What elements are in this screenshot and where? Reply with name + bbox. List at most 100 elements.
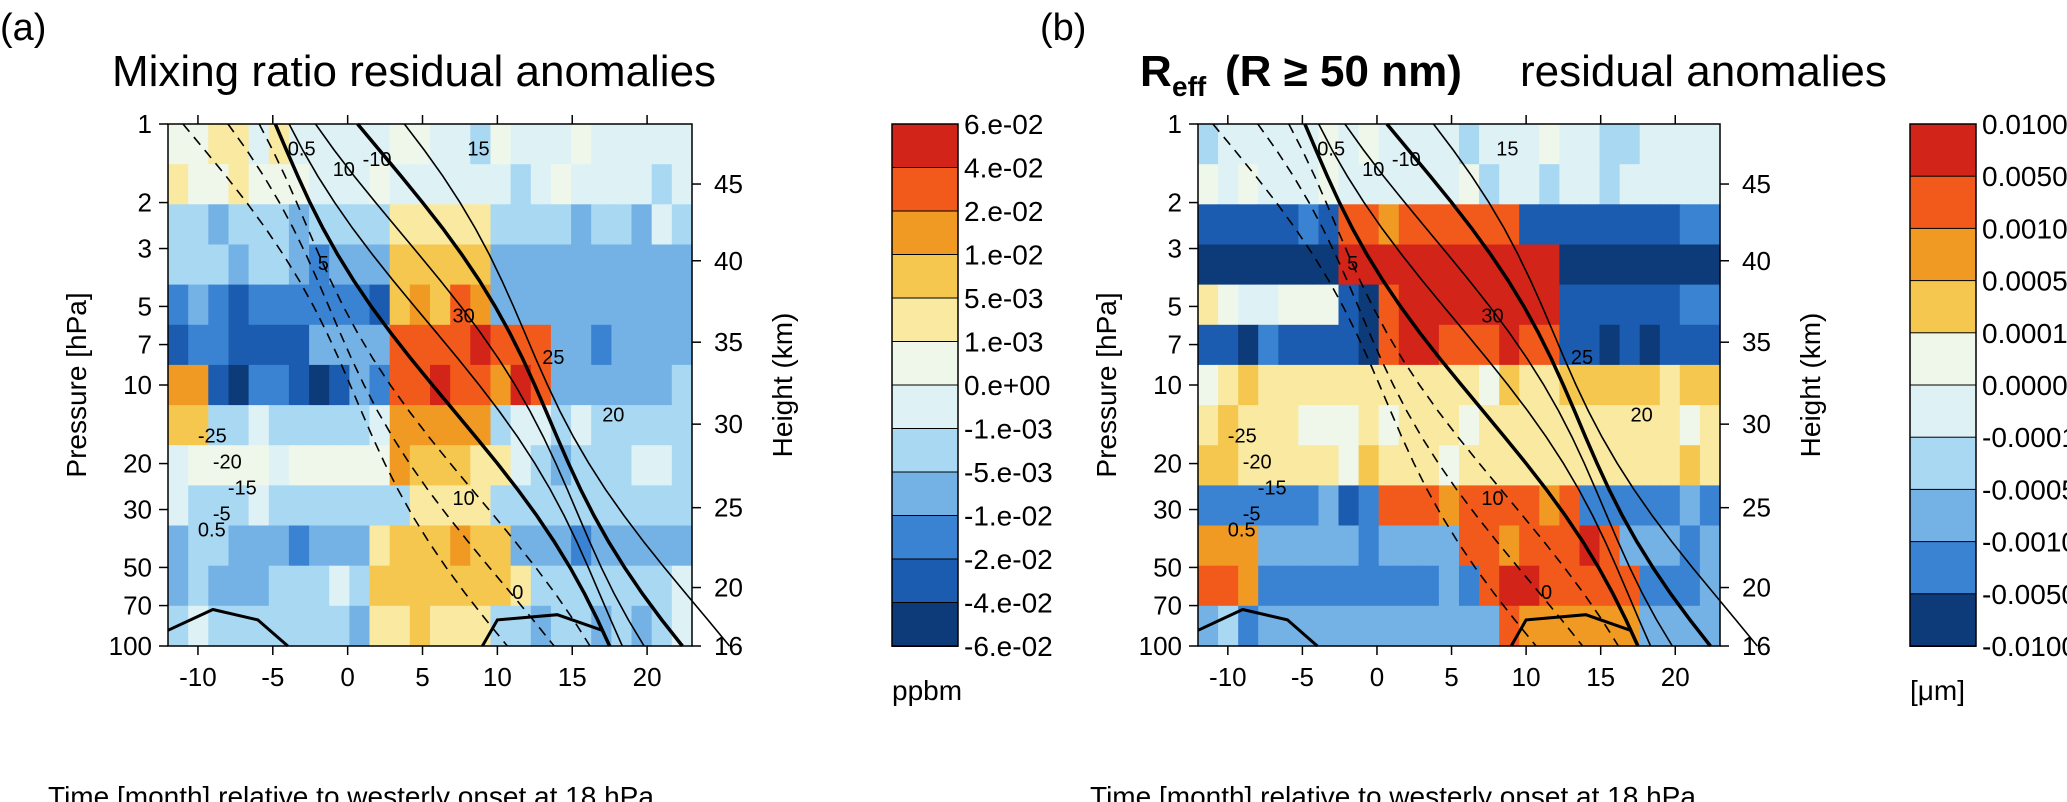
panel-a-label: (a) <box>0 7 46 49</box>
colorbar-label: -0.0001 <box>1982 422 2067 453</box>
x-tick-label: 0 <box>340 662 354 692</box>
heatmap-cell <box>168 124 189 165</box>
heatmap-cell <box>329 364 350 406</box>
colorbar-segment <box>1909 227 1977 282</box>
heatmap-cell <box>1559 204 1581 246</box>
heatmap-cell <box>1539 485 1560 527</box>
heatmap-cell <box>228 164 250 205</box>
heatmap-cell <box>1559 164 1581 205</box>
heatmap-cell <box>430 164 451 205</box>
heatmap-cell <box>1218 164 1239 205</box>
heatmap-cell <box>188 565 209 607</box>
heatmap-cell <box>591 565 612 607</box>
heatmap-cell <box>389 605 411 647</box>
heatmap-cell <box>1659 445 1681 486</box>
heatmap-cell <box>1699 284 1721 326</box>
heatmap-cell <box>188 405 209 446</box>
heatmap-cell <box>1559 405 1581 446</box>
heatmap-cell <box>1398 324 1420 366</box>
y-tick-label: 1 <box>138 109 152 139</box>
heatmap-cell <box>188 485 209 527</box>
heatmap-cell <box>349 364 371 406</box>
heatmap-cell <box>1398 525 1420 567</box>
heatmap-cell <box>1318 204 1340 246</box>
heatmap-cell <box>571 204 592 246</box>
colorbar-segment <box>1909 332 1977 386</box>
heatmap-cell <box>228 324 250 366</box>
heatmap-cell <box>470 445 492 486</box>
heatmap-cell <box>1659 525 1681 567</box>
heatmap-cell <box>1639 405 1661 446</box>
heatmap-cell <box>550 124 572 165</box>
heatmap-cell <box>611 284 633 326</box>
heatmap-cell <box>1438 445 1460 486</box>
heatmap-cell <box>168 565 189 607</box>
heatmap-cell <box>268 485 290 527</box>
heatmap-cell <box>309 364 330 406</box>
heatmap-cell <box>631 525 653 567</box>
contour-label: 30 <box>1481 305 1503 327</box>
y2-tick-label: 25 <box>714 493 743 523</box>
heatmap-cell <box>1539 445 1560 486</box>
heatmap-cell <box>1378 204 1400 246</box>
heatmap-cell <box>1258 284 1279 326</box>
colorbar-label: 5.e-03 <box>964 283 1043 314</box>
heatmap-cell <box>651 204 673 246</box>
heatmap-cell <box>1459 445 1480 486</box>
heatmap-cell <box>510 605 532 647</box>
heatmap-cell <box>1298 445 1320 486</box>
heatmap-cell <box>1479 364 1500 406</box>
heatmap-cell <box>1559 445 1581 486</box>
x-tick-label: -10 <box>179 662 217 692</box>
heatmap-cell <box>671 405 693 446</box>
heatmap-cell <box>1258 565 1279 607</box>
contour-line <box>1197 607 1319 648</box>
heatmap-cell <box>168 324 189 366</box>
heatmap-cell <box>1358 485 1380 527</box>
heatmap-cell <box>1318 284 1340 326</box>
heatmap-cell <box>288 284 310 326</box>
heatmap-cell <box>1438 525 1460 567</box>
x-tick-label: -5 <box>1291 662 1314 692</box>
heatmap-cell <box>1378 244 1400 286</box>
heatmap-cell <box>329 605 350 647</box>
y-tick-label: 5 <box>1168 291 1182 321</box>
heatmap-cell <box>530 364 552 406</box>
heatmap-cell <box>288 324 310 366</box>
heatmap-cell <box>1278 124 1299 165</box>
heatmap-cell <box>1619 485 1641 527</box>
heatmap-cell <box>228 244 250 286</box>
heatmap-cell <box>168 364 189 406</box>
heatmap-cell <box>651 525 673 567</box>
heatmap-cell <box>1459 324 1480 366</box>
heatmap-cell <box>671 485 693 527</box>
heatmap-cell <box>1479 445 1500 486</box>
heatmap-cell <box>1639 284 1661 326</box>
x-tick-label: 10 <box>1512 662 1541 692</box>
heatmap-cell <box>510 525 532 567</box>
heatmap-cell <box>248 204 270 246</box>
heatmap-cell <box>349 485 371 527</box>
heatmap-cell <box>1278 164 1299 205</box>
heatmap-cell <box>369 284 391 326</box>
x-tick-label: 5 <box>1444 662 1458 692</box>
heatmap-cell <box>430 485 451 527</box>
heatmap-cell <box>188 364 209 406</box>
contour-label: -15 <box>228 478 257 500</box>
y2-tick-label: 35 <box>1742 327 1771 357</box>
heatmap-cell <box>268 445 290 486</box>
y2-tick-label: 20 <box>1742 573 1771 603</box>
y-tick-label: 70 <box>1153 591 1182 621</box>
heatmap-cell <box>288 244 310 286</box>
heatmap-cell <box>1699 364 1721 406</box>
heatmap-cell <box>268 565 290 607</box>
heatmap-cell <box>591 244 612 286</box>
heatmap-cell <box>1459 485 1480 527</box>
heatmap-cell <box>1539 164 1560 205</box>
heatmap-cell <box>1579 485 1601 527</box>
heatmap-cell <box>591 284 612 326</box>
heatmap-cell <box>288 485 310 527</box>
heatmap-cell <box>1659 364 1681 406</box>
heatmap-cell <box>470 284 492 326</box>
heatmap-cell <box>510 124 532 165</box>
